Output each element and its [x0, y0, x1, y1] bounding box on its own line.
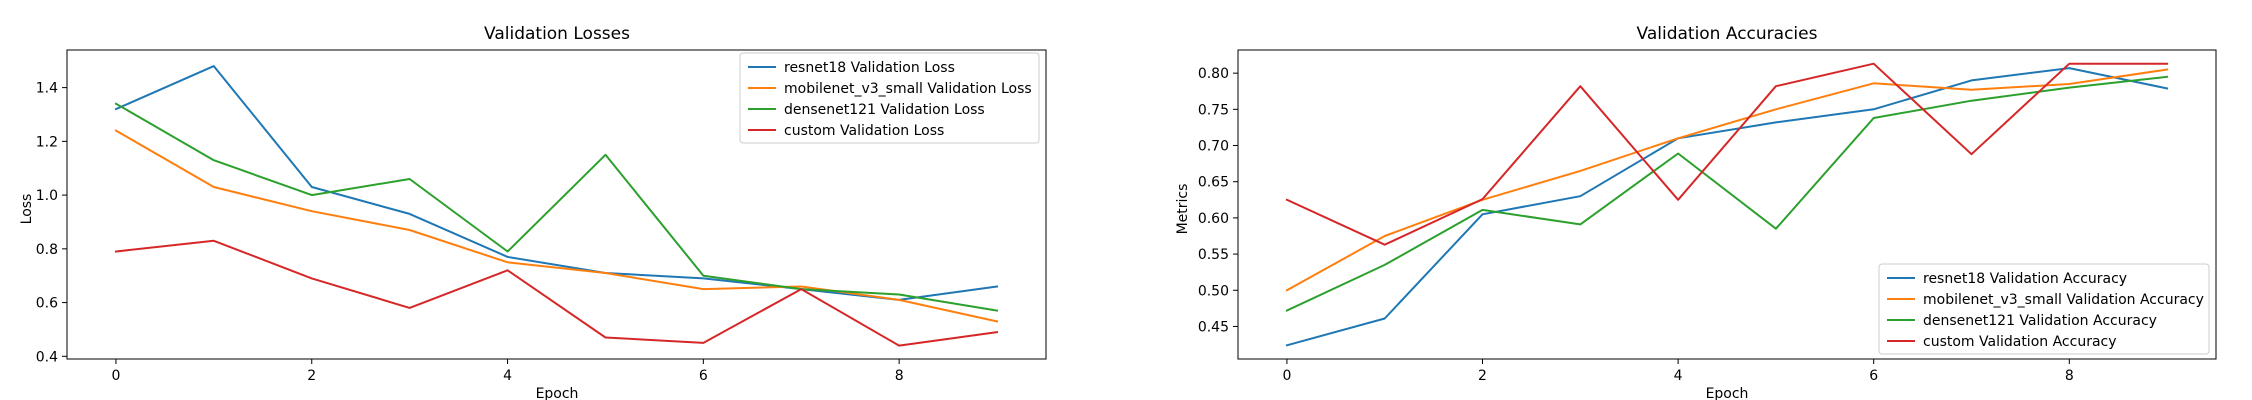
x-axis-label: Epoch	[536, 386, 579, 400]
chart-title: Validation Losses	[484, 24, 630, 44]
x-tick-label: 6	[1869, 368, 1878, 384]
y-tick-label: 0.4	[36, 349, 58, 365]
series-line-3	[114, 239, 999, 347]
y-tick-label: 0.6	[36, 296, 58, 312]
y-tick-label: 1.2	[36, 134, 58, 150]
legend-entry-label: resnet18 Validation Loss	[784, 60, 955, 76]
series-line-1	[114, 129, 999, 323]
series-lines	[114, 65, 999, 347]
legend-box	[1878, 263, 2210, 355]
x-tick-label: 8	[2065, 368, 2074, 384]
x-tick-label: 4	[503, 368, 512, 384]
axis-ticks: 0 2 4 6 8 0.4 0.6 0.8 1.0 1.2 1.4	[36, 81, 904, 384]
legend: resnet18 Validation Loss mobilenet_v3_sma…	[739, 52, 1040, 144]
x-tick-label: 0	[1282, 368, 1291, 384]
chart-validation-losses: Validation Losses Epoch Loss 0 2 4 6 8 0.4 0.6…	[19, 24, 1047, 400]
x-tick-label: 0	[111, 368, 120, 384]
y-tick-label: 0.55	[1198, 247, 1229, 263]
x-tick-label: 2	[1478, 368, 1487, 384]
series-lines	[1285, 62, 2169, 347]
y-tick-label: 0.60	[1198, 211, 1229, 227]
y-tick-label: 0.65	[1198, 175, 1229, 191]
legend-entry-label: mobilenet_v3_small Validation Accuracy	[1923, 292, 2204, 308]
x-tick-label: 4	[1674, 368, 1683, 384]
x-tick-label: 2	[307, 368, 316, 384]
legend: resnet18 Validation Accuracy mobilenet_v3…	[1878, 263, 2210, 355]
plot-area-frame	[1237, 49, 2217, 360]
series-line-1	[1285, 68, 2169, 292]
legend-entry-label: custom Validation Accuracy	[1923, 334, 2117, 350]
y-tick-label: 1.4	[36, 81, 58, 97]
chart-title: Validation Accuracies	[1637, 24, 1818, 44]
plot-area-frame	[66, 49, 1047, 360]
y-tick-label: 0.45	[1198, 319, 1229, 335]
y-tick-label: 1.0	[36, 188, 58, 204]
series-line-2	[114, 102, 999, 312]
legend-box	[739, 52, 1040, 144]
y-tick-label: 0.8	[36, 242, 58, 258]
y-tick-label: 0.50	[1198, 283, 1229, 299]
x-tick-label: 8	[895, 368, 904, 384]
x-tick-label: 6	[699, 368, 708, 384]
x-axis-label: Epoch	[1706, 386, 1749, 400]
series-line-2	[1285, 75, 2169, 312]
legend-entry-label: densenet121 Validation Accuracy	[1923, 313, 2157, 329]
series-line-0	[1285, 67, 2169, 347]
chart-validation-accuracies: Validation Accuracies Epoch Metrics 0 2 4 6…	[1175, 24, 2217, 400]
legend-entry-label: mobilenet_v3_small Validation Loss	[784, 81, 1032, 97]
y-tick-label: 0.80	[1198, 66, 1229, 82]
y-tick-label: 0.75	[1198, 102, 1229, 118]
legend-entry-label: densenet121 Validation Loss	[784, 102, 985, 118]
series-line-3	[1285, 62, 2169, 246]
y-tick-label: 0.70	[1198, 139, 1229, 155]
series-line-0	[114, 65, 999, 301]
legend-entry-label: resnet18 Validation Accuracy	[1923, 271, 2127, 287]
axis-ticks: 0 2 4 6 8 0.45 0.50 0.55 0.60 0.65 0.70 0.75 0.80	[1198, 66, 2074, 384]
y-axis-label: Loss	[19, 194, 35, 225]
legend-entry-label: custom Validation Loss	[784, 123, 944, 139]
y-axis-label: Metrics	[1175, 184, 1191, 235]
